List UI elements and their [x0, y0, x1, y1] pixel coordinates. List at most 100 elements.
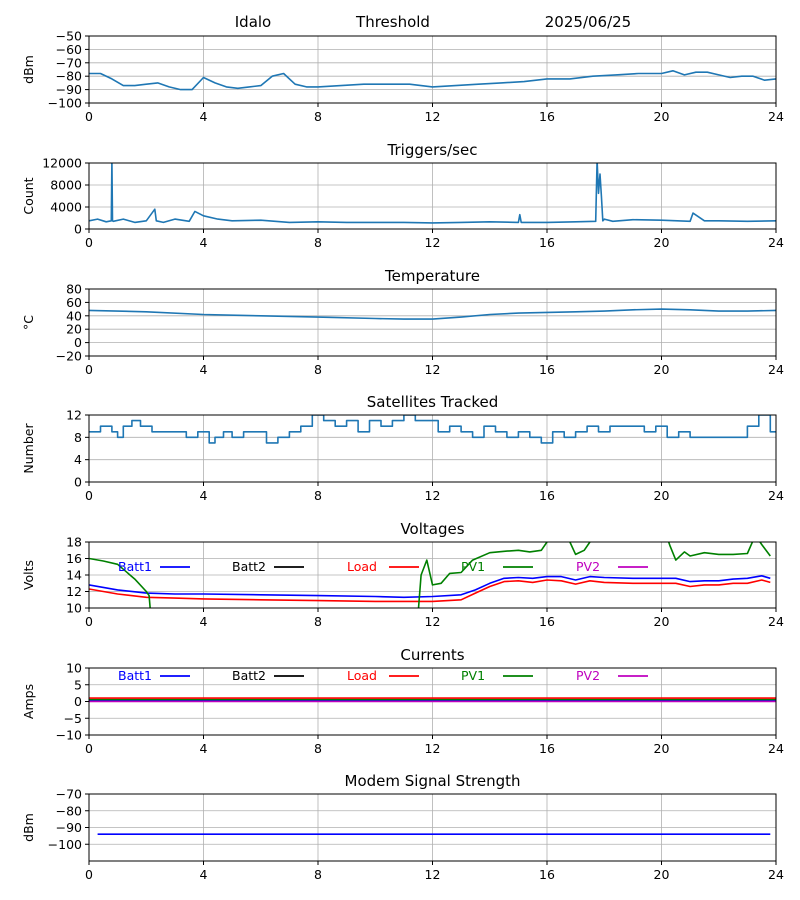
- grid-lines: [88, 35, 777, 104]
- chart-panels: 0 4 8 12 16 20 24−100−90−80−70−60−50dBmTrigger…: [21, 29, 784, 883]
- header-date: 2025/06/25: [545, 13, 631, 31]
- x-tick-label: 16: [539, 867, 555, 882]
- x-tick-label: 4: [200, 362, 208, 377]
- x-tick-label: 24: [768, 741, 784, 756]
- x-tick-label: 20: [654, 488, 670, 503]
- y-tick-label: 40: [66, 308, 82, 323]
- y-tick-label: 0: [74, 222, 82, 237]
- chart-title: Currents: [400, 646, 464, 664]
- chart-title: Triggers/sec: [387, 141, 478, 159]
- chart-satellites: Satellites Tracked 0 4 8 12 16 20 24 0 4 8 12 Number: [21, 393, 784, 503]
- chart-modem: Modem Signal Strength 0 4 8 12 16 20 24 −100 −90 −…: [21, 772, 784, 882]
- series-group: [89, 308, 776, 320]
- x-tick-label: 0: [85, 109, 93, 124]
- x-tick-label: 0: [85, 235, 93, 250]
- y-tick-label: 4: [74, 452, 82, 467]
- x-tick-label: 20: [654, 362, 670, 377]
- y-tick-label: 12: [66, 408, 82, 423]
- chart-signal: 0 4 8 12 16 20 24 −100−90−80−70−60−50 dBm: [21, 29, 784, 125]
- series-line: [89, 415, 776, 444]
- x-tick-label: 8: [314, 741, 322, 756]
- x-tick-label: 4: [200, 109, 208, 124]
- grid-lines: [88, 793, 777, 861]
- x-tick-label: 24: [768, 109, 784, 124]
- x-tick-label: 20: [654, 741, 670, 756]
- x-tick-label: 24: [768, 488, 784, 503]
- legend-label-pv1: PV1: [461, 668, 485, 683]
- x-tick-label: 16: [539, 109, 555, 124]
- y-tick-label: 80: [66, 282, 82, 297]
- header-station: Idalo: [235, 13, 271, 31]
- x-tick-label: 4: [200, 614, 208, 629]
- y-tick-label: −70: [56, 787, 82, 802]
- y-tick-label: 10: [66, 661, 82, 676]
- x-tick-label: 4: [200, 488, 208, 503]
- y-tick-label: −80: [56, 69, 82, 84]
- x-tick-label: 8: [314, 867, 322, 882]
- x-tick-label: 8: [314, 235, 322, 250]
- y-tick-label: 4000: [50, 200, 82, 215]
- legend-label-load: Load: [347, 668, 377, 683]
- y-tick-label: −100: [48, 96, 82, 111]
- header-mode: Threshold: [355, 13, 430, 31]
- y-tick-label: −80: [56, 803, 82, 818]
- y-tick-label: 8000: [50, 178, 82, 193]
- x-tick-label: 24: [768, 362, 784, 377]
- x-tick-label: 0: [85, 362, 93, 377]
- series-line: [89, 308, 776, 320]
- y-axis-label: °C: [21, 315, 36, 330]
- grid-lines: [88, 162, 777, 230]
- y-tick-label: 10: [66, 601, 82, 616]
- y-tick-label: 5: [74, 677, 82, 692]
- x-tick-label: 4: [200, 741, 208, 756]
- y-tick-label: −5: [64, 711, 82, 726]
- y-tick-label: 14: [66, 568, 82, 583]
- grid-lines: [88, 288, 777, 357]
- y-tick-label: 8: [74, 430, 82, 445]
- x-tick-label: 4: [200, 235, 208, 250]
- x-tick-label: 20: [654, 614, 670, 629]
- x-tick-label: 12: [425, 235, 441, 250]
- x-tick-label: 12: [425, 867, 441, 882]
- chart-triggers: Triggers/sec 0 4 8 12 16 20 24 0 4000 8000 12000 Cou…: [21, 141, 784, 250]
- legend: Batt1 Batt2 Load PV1 PV2: [118, 559, 648, 574]
- legend-label-pv2: PV2: [576, 559, 600, 574]
- y-tick-label: 16: [66, 551, 82, 566]
- series-group: [89, 70, 776, 91]
- x-tick-label: 0: [85, 741, 93, 756]
- y-tick-label: −90: [56, 820, 82, 835]
- series-line: [89, 70, 776, 91]
- x-tick-label: 24: [768, 235, 784, 250]
- legend-label-batt1: Batt1: [118, 668, 152, 683]
- x-tick-label: 20: [654, 109, 670, 124]
- y-tick-label: 12: [66, 584, 82, 599]
- y-axis-label: Number: [21, 423, 36, 474]
- legend: Batt1 Batt2 Load PV1 PV2: [118, 668, 648, 683]
- y-tick-label: 18: [66, 535, 82, 550]
- x-tick-label: 24: [768, 614, 784, 629]
- chart-title: Modem Signal Strength: [345, 772, 521, 790]
- legend-label-pv2: PV2: [576, 668, 600, 683]
- series-line-load: [89, 579, 771, 603]
- series-group: [89, 542, 771, 608]
- y-tick-label: −50: [56, 29, 82, 44]
- y-tick-label: 0: [74, 694, 82, 709]
- y-axis-label: dBm: [21, 813, 36, 842]
- x-tick-label: 16: [539, 741, 555, 756]
- legend-label-batt2: Batt2: [232, 559, 266, 574]
- x-tick-label: 16: [539, 488, 555, 503]
- y-tick-label: 12000: [42, 156, 82, 171]
- series-group: [89, 415, 776, 444]
- series-group: [89, 163, 776, 224]
- legend-label-pv1: PV1: [461, 559, 485, 574]
- y-tick-label: 0: [74, 475, 82, 490]
- y-tick-label: 0: [74, 335, 82, 350]
- x-tick-label: 12: [425, 741, 441, 756]
- y-axis-label: Count: [21, 177, 36, 214]
- x-tick-label: 16: [539, 235, 555, 250]
- chart-title: Satellites Tracked: [367, 393, 498, 411]
